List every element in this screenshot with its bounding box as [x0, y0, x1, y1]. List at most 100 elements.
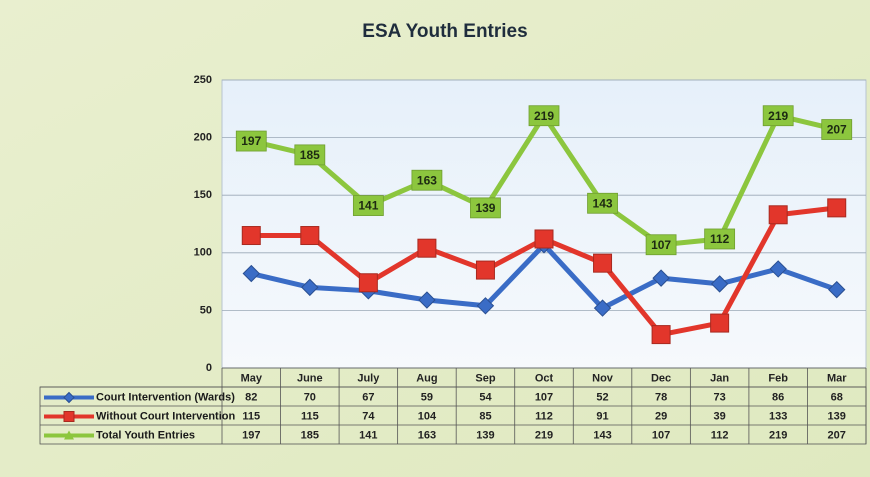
data-label: 139 [475, 201, 495, 215]
data-label: 197 [241, 134, 261, 148]
table-value: 139 [476, 429, 494, 441]
data-label: 107 [651, 238, 671, 252]
legend-label: Total Youth Entries [96, 429, 195, 441]
data-label-box [411, 169, 443, 191]
table-value: 139 [828, 410, 846, 422]
marker [769, 260, 787, 278]
x-tick-label: Sep [475, 372, 495, 384]
data-label-box [587, 192, 618, 214]
table-value: 73 [714, 391, 726, 403]
table-value: 197 [242, 429, 260, 441]
data-label-box [235, 130, 267, 152]
table-value: 29 [655, 410, 667, 422]
data-label-box [821, 119, 853, 140]
table-value: 163 [418, 429, 436, 441]
x-tick-label: Feb [768, 372, 788, 384]
marker [300, 226, 320, 246]
table-value: 143 [593, 429, 611, 441]
table-value: 85 [479, 410, 491, 422]
table-value: 74 [362, 410, 375, 422]
data-label: 219 [768, 109, 788, 123]
marker [476, 297, 495, 315]
legend-key-marker [64, 430, 74, 440]
data-label-box [470, 197, 501, 219]
table-value: 207 [828, 429, 846, 441]
marker [358, 273, 378, 293]
x-tick-label: Mar [827, 372, 847, 384]
data-label: 163 [417, 173, 437, 187]
marker [828, 280, 846, 299]
legend-key-marker [63, 391, 75, 404]
chart-title: ESA Youth Entries [362, 21, 527, 42]
table-value: 107 [535, 391, 553, 403]
table-value: 70 [304, 391, 316, 403]
table-value: 219 [535, 429, 553, 441]
table-value: 54 [479, 391, 492, 403]
x-tick-label: June [297, 372, 323, 384]
y-tick-label: 200 [194, 132, 212, 144]
table-value: 104 [418, 410, 437, 422]
table-value: 59 [421, 391, 433, 403]
marker [418, 291, 436, 309]
marker [593, 299, 612, 317]
table-value: 107 [652, 429, 670, 441]
marker [710, 275, 729, 293]
data-label: 219 [534, 109, 554, 123]
table-value: 112 [711, 429, 729, 441]
data-label: 141 [358, 199, 378, 213]
table-value: 68 [831, 391, 843, 403]
table-value: 115 [242, 410, 260, 422]
data-label: 112 [710, 232, 730, 246]
table-value: 39 [714, 410, 726, 422]
y-tick-label: 100 [194, 247, 212, 259]
table-value: 112 [535, 410, 553, 422]
x-tick-label: Aug [416, 372, 437, 384]
data-label: 185 [300, 148, 320, 162]
marker [301, 278, 319, 297]
table-value: 67 [362, 391, 374, 403]
x-tick-label: Oct [535, 372, 554, 384]
marker [534, 229, 554, 249]
table-value: 219 [769, 429, 787, 441]
y-tick-label: 150 [194, 189, 212, 201]
y-tick-label: 250 [194, 74, 212, 86]
y-tick-label: 0 [206, 362, 212, 374]
table-value: 141 [359, 429, 377, 441]
data-label-box [645, 234, 677, 256]
marker [652, 269, 670, 287]
marker [768, 205, 788, 225]
marker [242, 264, 260, 283]
table-value: 115 [301, 410, 319, 422]
data-label: 143 [593, 196, 613, 210]
plot-area [221, 79, 867, 369]
data-label-box [528, 105, 560, 127]
table-value: 78 [655, 391, 667, 403]
legend-label: Court Intervention (Wards) [96, 391, 235, 403]
marker [593, 253, 613, 273]
table-value: 52 [596, 391, 608, 403]
marker [651, 325, 671, 345]
y-tick-label: 50 [200, 304, 212, 316]
table-value: 133 [769, 410, 787, 422]
legend-key-marker [63, 411, 75, 422]
data-label-box [762, 105, 794, 127]
table-value: 82 [245, 391, 257, 403]
x-tick-label: Jan [710, 372, 729, 384]
x-tick-label: Dec [651, 372, 671, 384]
marker [710, 313, 730, 333]
x-tick-label: May [241, 372, 263, 384]
table-value: 86 [772, 391, 784, 403]
legend-label: Without Court Intervention [96, 410, 235, 422]
table-value: 91 [596, 410, 608, 422]
table-value: 185 [301, 429, 319, 441]
marker [827, 198, 847, 218]
marker [417, 238, 437, 258]
marker [475, 260, 495, 280]
data-label-box [704, 228, 736, 250]
x-tick-label: July [357, 372, 380, 384]
marker [241, 226, 261, 246]
data-label: 207 [827, 123, 847, 137]
data-label-box [352, 195, 384, 216]
x-tick-label: Nov [592, 372, 614, 384]
